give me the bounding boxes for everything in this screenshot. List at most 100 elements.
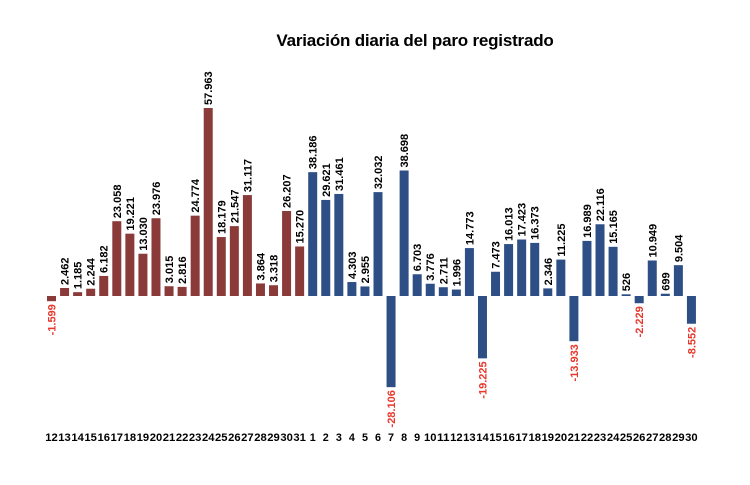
data-label: 32.032 (373, 155, 385, 189)
data-label: -13.933 (569, 344, 581, 381)
bar (203, 108, 213, 296)
x-tick-label: 7 (388, 432, 394, 444)
x-tick-label: 11 (437, 432, 450, 444)
x-tick-label: 17 (515, 432, 528, 444)
x-tick-label: 24 (607, 432, 620, 444)
data-label: 3.015 (164, 256, 176, 284)
bar (216, 237, 226, 296)
bar (73, 292, 83, 296)
data-label: 2.346 (543, 258, 555, 286)
data-label: 24.774 (190, 178, 202, 213)
data-label: 2.816 (177, 256, 189, 284)
bar (491, 271, 501, 296)
data-label: 3.318 (269, 255, 281, 283)
x-tick-label: 14 (476, 432, 489, 444)
bar (425, 283, 435, 296)
data-label: 31.461 (334, 157, 346, 191)
data-label: 26.207 (282, 174, 294, 208)
chart-title: Variación diaria del paro registrado (276, 31, 554, 50)
x-tick-label: 19 (137, 432, 150, 444)
x-tick-label: 21 (163, 432, 176, 444)
data-label: 57.963 (203, 71, 215, 105)
data-label: 6.182 (99, 245, 111, 273)
data-label: 2.244 (86, 257, 98, 285)
bar (99, 275, 109, 296)
bar (673, 265, 683, 296)
bar (686, 296, 696, 324)
bar (125, 233, 135, 296)
bar (60, 288, 70, 296)
data-label: 7.473 (491, 241, 503, 269)
bar (282, 211, 292, 296)
bar (138, 253, 148, 296)
bar (255, 283, 265, 296)
data-label: 1.185 (73, 262, 85, 290)
data-label: 9.504 (673, 234, 685, 262)
bar (112, 221, 122, 296)
bar (47, 296, 56, 302)
x-tick-label: 8 (401, 432, 407, 444)
bar (386, 296, 396, 388)
bar (399, 170, 409, 296)
bar (242, 195, 252, 296)
bar (321, 199, 331, 296)
x-tick-label: 22 (581, 432, 594, 444)
data-label: 10.949 (647, 224, 659, 258)
bar (373, 192, 383, 296)
data-label: 4.303 (347, 252, 359, 280)
data-label: 1.996 (451, 259, 463, 287)
data-label: 699 (660, 272, 672, 290)
bar (164, 286, 174, 296)
bar (334, 193, 344, 296)
bar (360, 286, 370, 296)
data-label: 2.462 (60, 257, 72, 285)
bar (504, 244, 514, 296)
data-label: 3.864 (255, 252, 267, 280)
data-label: 16.989 (582, 204, 594, 238)
bar (347, 282, 357, 296)
x-tick-label: 6 (375, 432, 381, 444)
bar (530, 242, 540, 296)
bar (634, 296, 644, 304)
data-label: 31.117 (242, 159, 254, 192)
x-tick-label: 25 (215, 432, 228, 444)
bar (269, 285, 279, 296)
bar (543, 288, 553, 296)
data-label: 22.116 (595, 188, 607, 221)
x-tick-label: 23 (189, 432, 202, 444)
bar (621, 294, 631, 296)
x-tick-label: 14 (71, 432, 84, 444)
x-tick-label: 12 (45, 432, 58, 444)
x-tick-label: 26 (228, 432, 241, 444)
data-label: 38.698 (399, 134, 411, 168)
x-tick-label: 22 (176, 432, 189, 444)
x-tick-label: 2 (323, 432, 329, 444)
data-label: 6.703 (412, 244, 424, 272)
x-tick-label: 30 (280, 432, 293, 444)
x-tick-label: 31 (293, 432, 306, 444)
x-tick-label: 17 (111, 432, 124, 444)
x-tick-label: 27 (241, 432, 254, 444)
data-label: -1.599 (47, 304, 59, 335)
x-tick-label: 15 (84, 432, 97, 444)
x-tick-label: 28 (659, 432, 672, 444)
data-label: 21.547 (229, 189, 241, 223)
bar (295, 246, 305, 296)
x-tick-label: 15 (489, 432, 502, 444)
bar (151, 218, 161, 296)
data-label: -19.225 (477, 361, 489, 398)
bar (477, 296, 487, 359)
x-tick-label: 23 (594, 432, 607, 444)
data-label: 19.221 (125, 197, 137, 231)
x-tick-label: 19 (542, 432, 555, 444)
data-label: 14.773 (464, 211, 476, 245)
data-label: 23.976 (151, 182, 163, 216)
x-tick-label: 3 (336, 432, 342, 444)
x-tick-label: 29 (267, 432, 280, 444)
bar (582, 240, 592, 296)
x-tick-label: 25 (620, 432, 633, 444)
x-tick-label: 27 (646, 432, 659, 444)
bar (595, 224, 605, 296)
x-tick-label: 18 (124, 432, 137, 444)
bar (647, 260, 657, 296)
